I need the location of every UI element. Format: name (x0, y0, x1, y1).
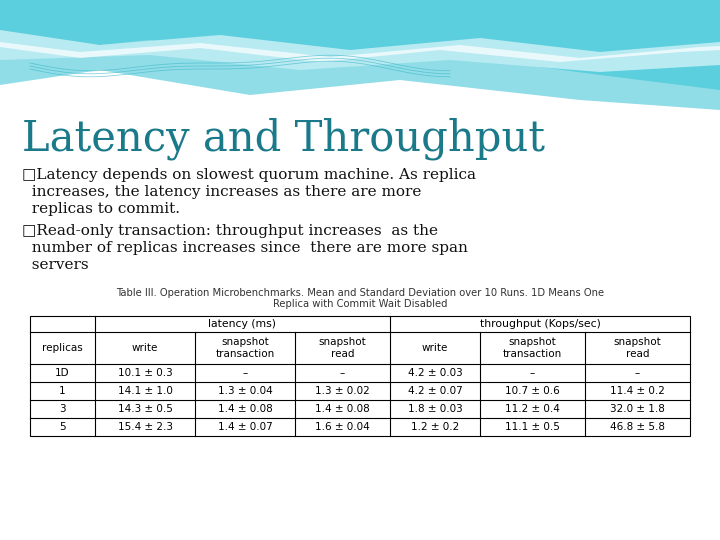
Text: 10.7 ± 0.6: 10.7 ± 0.6 (505, 386, 560, 396)
Text: write: write (132, 343, 158, 353)
Text: 11.2 ± 0.4: 11.2 ± 0.4 (505, 404, 560, 414)
Text: –: – (340, 368, 345, 378)
Text: replicas: replicas (42, 343, 83, 353)
Text: snapshot
read: snapshot read (613, 337, 662, 359)
Text: 1.4 ± 0.07: 1.4 ± 0.07 (217, 422, 272, 432)
Text: 10.1 ± 0.3: 10.1 ± 0.3 (117, 368, 172, 378)
Text: snapshot
transaction: snapshot transaction (503, 337, 562, 359)
Polygon shape (0, 30, 720, 72)
Bar (30, 316, 690, 436)
Text: –: – (530, 368, 535, 378)
Text: increases, the latency increases as there are more: increases, the latency increases as ther… (22, 185, 421, 199)
Text: 4.2 ± 0.07: 4.2 ± 0.07 (408, 386, 462, 396)
Text: □Read-only transaction: throughput increases  as the: □Read-only transaction: throughput incre… (22, 224, 438, 238)
Text: snapshot
transaction: snapshot transaction (215, 337, 274, 359)
Text: replicas to commit.: replicas to commit. (22, 202, 180, 216)
Text: 4.2 ± 0.03: 4.2 ± 0.03 (408, 368, 462, 378)
Text: Latency and Throughput: Latency and Throughput (22, 118, 545, 160)
Text: –: – (243, 368, 248, 378)
Polygon shape (0, 0, 720, 90)
Text: 1.3 ± 0.02: 1.3 ± 0.02 (315, 386, 370, 396)
Text: 1.3 ± 0.04: 1.3 ± 0.04 (217, 386, 272, 396)
Text: 11.1 ± 0.5: 11.1 ± 0.5 (505, 422, 560, 432)
Text: 46.8 ± 5.8: 46.8 ± 5.8 (610, 422, 665, 432)
Text: 1.8 ± 0.03: 1.8 ± 0.03 (408, 404, 462, 414)
Text: 32.0 ± 1.8: 32.0 ± 1.8 (610, 404, 665, 414)
Text: 14.3 ± 0.5: 14.3 ± 0.5 (117, 404, 172, 414)
Text: 1.4 ± 0.08: 1.4 ± 0.08 (217, 404, 272, 414)
Text: 14.1 ± 1.0: 14.1 ± 1.0 (117, 386, 172, 396)
Polygon shape (0, 0, 720, 110)
Text: snapshot
read: snapshot read (319, 337, 366, 359)
Text: servers: servers (22, 258, 89, 272)
Text: Replica with Commit Wait Disabled: Replica with Commit Wait Disabled (273, 299, 447, 309)
Text: 1.4 ± 0.08: 1.4 ± 0.08 (315, 404, 370, 414)
Text: □Latency depends on slowest quorum machine. As replica: □Latency depends on slowest quorum machi… (22, 168, 476, 182)
Text: number of replicas increases since  there are more span: number of replicas increases since there… (22, 241, 468, 255)
Text: 1D: 1D (55, 368, 70, 378)
Text: write: write (422, 343, 448, 353)
Polygon shape (0, 42, 720, 62)
Text: 5: 5 (59, 422, 66, 432)
Text: Table III. Operation Microbenchmarks. Mean and Standard Deviation over 10 Runs. : Table III. Operation Microbenchmarks. Me… (116, 288, 604, 298)
Text: throughput (Kops/sec): throughput (Kops/sec) (480, 319, 600, 329)
Text: 11.4 ± 0.2: 11.4 ± 0.2 (610, 386, 665, 396)
Text: 15.4 ± 2.3: 15.4 ± 2.3 (117, 422, 173, 432)
Text: 1.2 ± 0.2: 1.2 ± 0.2 (411, 422, 459, 432)
Text: –: – (635, 368, 640, 378)
Text: 1: 1 (59, 386, 66, 396)
Text: 3: 3 (59, 404, 66, 414)
Text: 1.6 ± 0.04: 1.6 ± 0.04 (315, 422, 370, 432)
Text: latency (ms): latency (ms) (209, 319, 276, 329)
